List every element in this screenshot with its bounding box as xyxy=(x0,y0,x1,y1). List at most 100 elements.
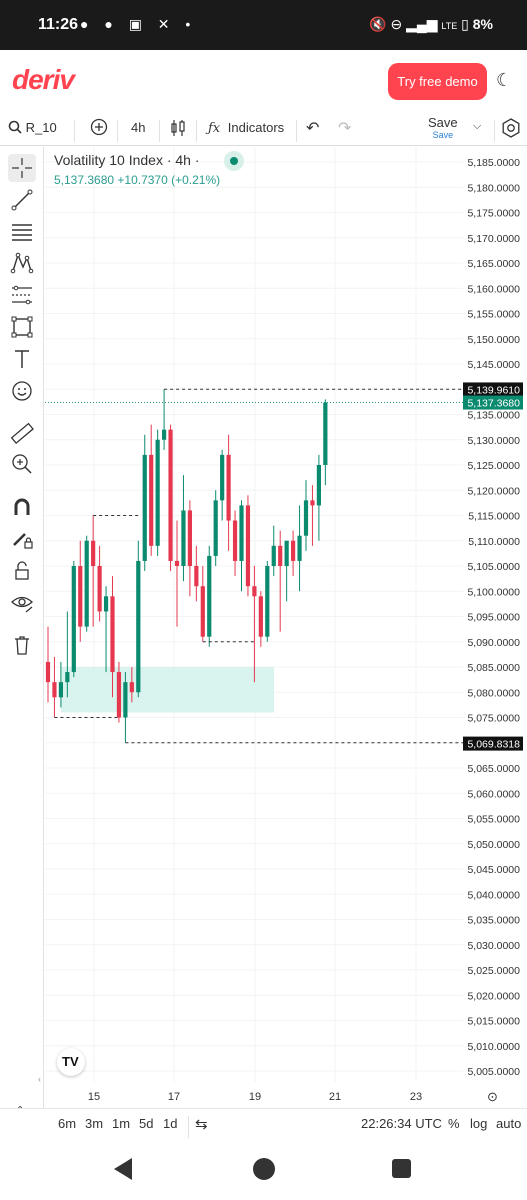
text-tool[interactable] xyxy=(8,345,36,373)
toolbar-divider xyxy=(117,120,118,142)
date-tick-label: 17 xyxy=(168,1091,180,1103)
chart-footer: 6m 3m 1m 5d 1d ⇆ 22:26:34 UTC % log auto xyxy=(0,1108,527,1138)
lock-drawing-mode-tool[interactable] xyxy=(8,525,36,553)
fibonacci-icon xyxy=(12,285,32,305)
line-icon xyxy=(11,189,33,211)
trend-line-tool[interactable] xyxy=(8,186,36,214)
time-axis-settings-icon[interactable]: ⊙ xyxy=(487,1089,498,1104)
candle-body xyxy=(103,596,109,612)
zoom-in-icon xyxy=(12,454,32,474)
rectangle-tool[interactable] xyxy=(8,313,36,341)
collapse-sidebar-icon[interactable]: ‹ xyxy=(38,1074,41,1084)
date-tick-label: 15 xyxy=(88,1091,100,1103)
candle-body xyxy=(123,682,128,718)
redo-icon[interactable]: ↷ xyxy=(338,120,352,137)
price-tick-label: 5,035.0000 xyxy=(467,915,520,927)
date-range-icon[interactable]: ⇆ xyxy=(195,1116,208,1133)
chart-price-change: 5,137.3680 +10.7370 (+0.21%) xyxy=(54,173,221,187)
interval-selector[interactable]: 4h xyxy=(131,120,146,135)
magnet-tool[interactable] xyxy=(8,493,36,521)
undo-icon[interactable]: ↶ xyxy=(306,120,320,137)
price-tick-label: 5,160.0000 xyxy=(467,283,520,295)
period-6m[interactable]: 6m xyxy=(58,1116,77,1131)
price-tick-label: 5,110.0000 xyxy=(468,536,520,548)
symbol-selector[interactable]: R_10 xyxy=(8,120,57,135)
price-tick-label: 5,145.0000 xyxy=(467,359,520,371)
visibility-tool[interactable] xyxy=(8,589,36,617)
tradingview-logo-icon[interactable]: TV xyxy=(57,1048,85,1076)
price-tag-label: 5,137.3680 xyxy=(467,398,520,410)
candle-body xyxy=(297,535,302,561)
candle-body xyxy=(97,566,102,612)
zoom-tool[interactable] xyxy=(8,450,36,478)
unlock-icon xyxy=(15,561,29,580)
status-bar: 11:26 ● ● ▣ ✕ • 🔇 ⊖ ▂▄▆ LTE ▯ 8% xyxy=(0,0,527,50)
auto-scale-toggle[interactable]: auto xyxy=(496,1116,522,1131)
lock-all-tool[interactable] xyxy=(8,557,36,585)
candle-body xyxy=(239,505,244,561)
percent-scale-toggle[interactable]: % xyxy=(448,1116,460,1131)
try-free-demo-button[interactable]: Try free demo xyxy=(388,63,487,100)
candle-body xyxy=(84,540,89,627)
price-tick-label: 5,115.0000 xyxy=(468,511,520,523)
dark-mode-toggle-icon[interactable]: ☾ xyxy=(496,70,513,90)
log-scale-toggle[interactable]: log xyxy=(470,1116,488,1131)
candles-layer xyxy=(45,388,463,744)
network-label: LTE xyxy=(441,21,458,31)
price-chart[interactable]: 5,005.0000 5,010.0000 5,015.0000 5,020.0000… xyxy=(45,147,527,1107)
candle-body xyxy=(323,402,328,465)
dnd-icon: ⊖ xyxy=(390,16,403,32)
delete-drawings-tool[interactable] xyxy=(8,631,36,659)
back-icon[interactable] xyxy=(114,1158,132,1180)
status-time: 11:26 xyxy=(38,16,79,33)
settings-button[interactable] xyxy=(501,118,521,141)
toolbar-divider xyxy=(196,120,197,142)
signal-icon: ▂▄▆ xyxy=(406,16,438,32)
measure-tool[interactable] xyxy=(8,419,36,447)
channel-tool[interactable] xyxy=(8,218,36,246)
status-right: 🔇 ⊖ ▂▄▆ LTE ▯ 8% xyxy=(369,16,493,33)
home-icon[interactable] xyxy=(253,1158,275,1180)
recents-icon[interactable] xyxy=(392,1159,411,1178)
price-tick-label: 5,025.0000 xyxy=(467,965,520,977)
price-tick-label: 5,130.0000 xyxy=(467,435,520,447)
add-market-button[interactable] xyxy=(90,118,108,139)
utc-clock[interactable]: 22:26:34 UTC xyxy=(361,1116,442,1131)
candlestick-icon xyxy=(171,120,185,136)
save-button[interactable]: Save Save xyxy=(428,116,458,141)
notification-icons: ● ● ▣ ✕ • xyxy=(80,16,197,32)
price-tick-label: 5,060.0000 xyxy=(467,788,520,800)
chevron-down-icon[interactable]: ⌵ xyxy=(473,120,482,132)
pattern-icon xyxy=(10,252,34,274)
indicators-label: Indicators xyxy=(227,120,285,135)
emoji-tool[interactable] xyxy=(8,377,36,405)
toolbar-divider xyxy=(74,120,75,142)
period-5d[interactable]: 5d xyxy=(139,1116,154,1131)
price-tick-label: 5,080.0000 xyxy=(467,687,520,699)
battery-icon: ▯ xyxy=(461,16,469,32)
price-tick-label: 5,005.0000 xyxy=(467,1066,520,1078)
symbol-label: R_10 xyxy=(25,120,57,135)
chart-type-button[interactable] xyxy=(170,119,186,140)
deriv-logo[interactable]: deriv xyxy=(12,64,75,95)
candle-body xyxy=(258,596,263,637)
candle-body xyxy=(220,454,225,501)
price-tick-label: 5,055.0000 xyxy=(467,814,520,826)
candle-body xyxy=(310,500,315,506)
plus-circle-icon xyxy=(90,118,108,136)
pattern-tool[interactable] xyxy=(8,249,36,277)
price-tick-label: 5,085.0000 xyxy=(467,662,520,674)
period-1d[interactable]: 1d xyxy=(163,1116,178,1131)
price-tick-label: 5,155.0000 xyxy=(467,309,520,321)
smiley-icon xyxy=(12,381,32,401)
period-3m[interactable]: 3m xyxy=(85,1116,104,1131)
gear-icon xyxy=(502,118,520,138)
indicators-button[interactable]: ƒx Indicators xyxy=(208,120,284,136)
toolbar-divider xyxy=(159,120,160,142)
price-tick-label: 5,065.0000 xyxy=(467,763,520,775)
crosshair-tool[interactable] xyxy=(8,154,36,182)
drawing-tools-sidebar xyxy=(0,147,44,1137)
period-1m[interactable]: 1m xyxy=(112,1116,131,1131)
price-tick-label: 5,185.0000 xyxy=(467,157,520,169)
fibonacci-tool[interactable] xyxy=(8,281,36,309)
